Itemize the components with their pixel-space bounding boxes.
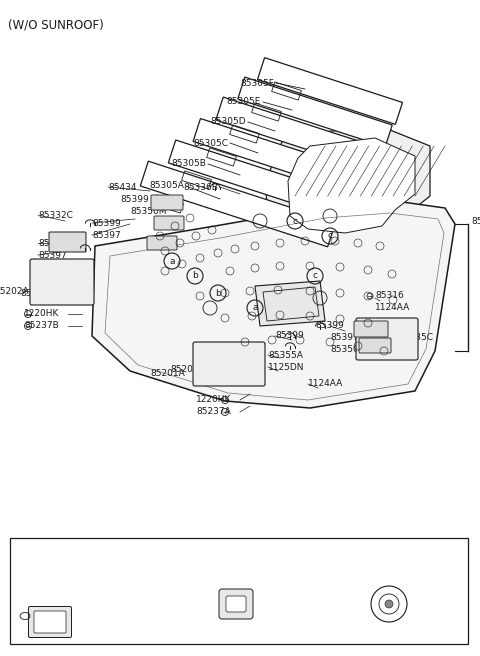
FancyBboxPatch shape <box>49 232 86 252</box>
Bar <box>10 538 468 644</box>
Text: 1125DN: 1125DN <box>268 363 304 371</box>
FancyBboxPatch shape <box>28 607 72 638</box>
Polygon shape <box>168 140 352 220</box>
Text: 1124AA: 1124AA <box>375 304 410 312</box>
FancyBboxPatch shape <box>193 342 265 386</box>
FancyBboxPatch shape <box>354 321 388 337</box>
Text: a: a <box>169 256 175 266</box>
Text: 85355A: 85355A <box>268 350 303 359</box>
Text: 85317: 85317 <box>334 546 365 556</box>
Text: b: b <box>192 272 198 281</box>
Text: 85235: 85235 <box>186 546 217 556</box>
Text: 85305C: 85305C <box>193 138 228 148</box>
Text: 1220HK: 1220HK <box>24 310 60 319</box>
Text: 85399: 85399 <box>275 331 304 340</box>
Text: 85350M: 85350M <box>130 207 167 216</box>
Polygon shape <box>257 58 403 125</box>
FancyBboxPatch shape <box>356 318 418 360</box>
Text: 85305D: 85305D <box>210 117 246 127</box>
Polygon shape <box>193 119 367 195</box>
Polygon shape <box>255 281 325 326</box>
Text: 18641E: 18641E <box>76 602 105 611</box>
FancyBboxPatch shape <box>34 611 66 633</box>
Circle shape <box>385 600 393 608</box>
Text: 85399: 85399 <box>92 218 121 228</box>
Text: 85397A: 85397A <box>330 333 365 342</box>
Text: 85434: 85434 <box>108 182 136 192</box>
Text: 85305E: 85305E <box>227 98 261 106</box>
Text: 85201A: 85201A <box>150 369 185 377</box>
Text: 85237B: 85237B <box>24 321 59 331</box>
Polygon shape <box>265 126 430 246</box>
Text: 85397: 85397 <box>92 230 121 239</box>
Text: c: c <box>312 272 317 281</box>
Text: 85332C: 85332C <box>38 211 73 220</box>
Text: 85237A: 85237A <box>196 407 231 417</box>
Text: 85433: 85433 <box>390 346 419 356</box>
Text: 85335C: 85335C <box>398 333 433 342</box>
Text: 85399: 85399 <box>38 239 67 247</box>
Text: 85401: 85401 <box>471 216 480 226</box>
FancyBboxPatch shape <box>30 259 94 305</box>
Text: 85202A: 85202A <box>0 287 29 295</box>
Text: b: b <box>171 546 177 556</box>
Text: 85201A: 85201A <box>170 365 205 373</box>
Text: 85305B: 85305B <box>171 159 206 169</box>
Text: 85336B: 85336B <box>183 182 218 192</box>
Polygon shape <box>216 97 380 171</box>
Text: (W/O SUNROOF): (W/O SUNROOF) <box>8 18 104 31</box>
Polygon shape <box>92 201 455 408</box>
Text: 1124AA: 1124AA <box>308 380 343 388</box>
Text: c: c <box>327 232 333 241</box>
Text: 85316: 85316 <box>375 291 404 300</box>
FancyBboxPatch shape <box>226 596 246 612</box>
Text: 85399: 85399 <box>120 194 149 203</box>
Text: a: a <box>252 304 258 312</box>
Polygon shape <box>288 138 415 233</box>
Text: a: a <box>19 546 25 556</box>
FancyBboxPatch shape <box>219 589 253 619</box>
FancyBboxPatch shape <box>151 195 183 210</box>
Text: 85202A: 85202A <box>20 289 55 298</box>
Text: 85350M: 85350M <box>38 262 74 272</box>
Text: b: b <box>215 289 221 298</box>
Text: c: c <box>320 546 324 556</box>
Polygon shape <box>140 161 336 247</box>
FancyBboxPatch shape <box>154 216 184 230</box>
Polygon shape <box>238 77 392 147</box>
FancyBboxPatch shape <box>147 236 177 250</box>
FancyBboxPatch shape <box>359 338 391 353</box>
Text: 85305F: 85305F <box>240 79 274 87</box>
Text: 85350L: 85350L <box>330 346 364 354</box>
Text: 85305A: 85305A <box>149 182 184 190</box>
Text: 92890A: 92890A <box>76 615 106 625</box>
Text: 85397: 85397 <box>38 251 67 260</box>
Text: 1220HK: 1220HK <box>196 396 231 405</box>
Text: c: c <box>292 216 298 226</box>
Text: 85399: 85399 <box>315 321 344 331</box>
